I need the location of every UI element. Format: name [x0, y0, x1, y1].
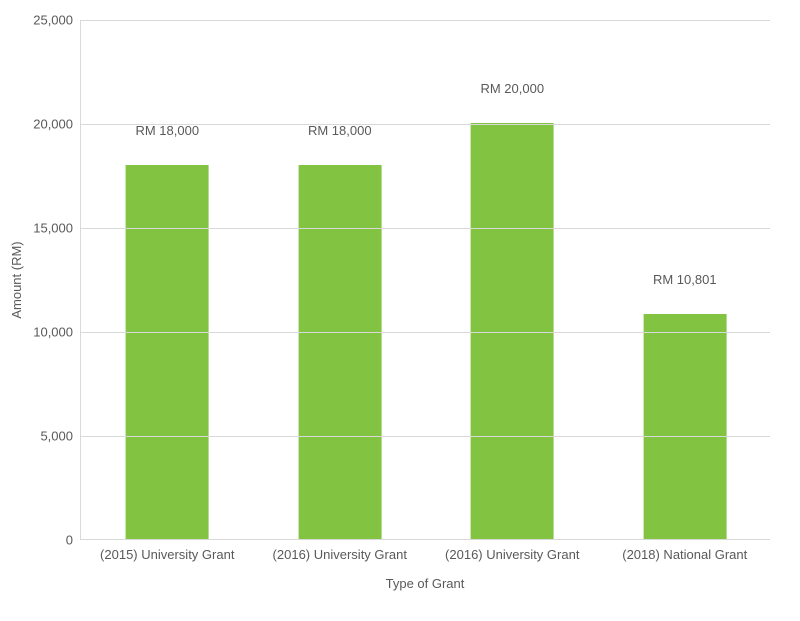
x-tick-label: (2016) University Grant [445, 539, 579, 562]
bar [471, 123, 554, 539]
gridline [81, 124, 770, 125]
gridline [81, 20, 770, 21]
x-tick-label: (2018) National Grant [622, 539, 747, 562]
bars-container: RM 18,000(2015) University GrantRM 18,00… [81, 20, 770, 539]
gridline [81, 436, 770, 437]
bar-slot: RM 18,000(2015) University Grant [81, 19, 254, 539]
y-tick-label: 20,000 [33, 117, 81, 132]
grant-amount-bar-chart: RM 18,000(2015) University GrantRM 18,00… [0, 0, 800, 621]
bar [643, 314, 726, 539]
y-tick-label: 5,000 [40, 429, 81, 444]
bar [126, 165, 209, 539]
bar-slot: RM 20,000(2016) University Grant [426, 19, 599, 539]
y-tick-label: 10,000 [33, 325, 81, 340]
bar-value-label: RM 18,000 [308, 123, 372, 144]
bar-value-label: RM 10,801 [653, 272, 717, 293]
y-axis-title: Amount (RM) [9, 241, 24, 318]
x-tick-label: (2015) University Grant [100, 539, 234, 562]
y-tick-label: 25,000 [33, 13, 81, 28]
bar-value-label: RM 20,000 [480, 81, 544, 102]
bar-slot: RM 10,801(2018) National Grant [599, 19, 772, 539]
bar-value-label: RM 18,000 [135, 123, 199, 144]
x-axis-title: Type of Grant [386, 576, 465, 591]
bar [298, 165, 381, 539]
gridline [81, 332, 770, 333]
bar-slot: RM 18,000(2016) University Grant [254, 19, 427, 539]
gridline [81, 228, 770, 229]
y-tick-label: 0 [66, 533, 81, 548]
y-tick-label: 15,000 [33, 221, 81, 236]
plot-area: RM 18,000(2015) University GrantRM 18,00… [80, 20, 770, 540]
x-tick-label: (2016) University Grant [273, 539, 407, 562]
